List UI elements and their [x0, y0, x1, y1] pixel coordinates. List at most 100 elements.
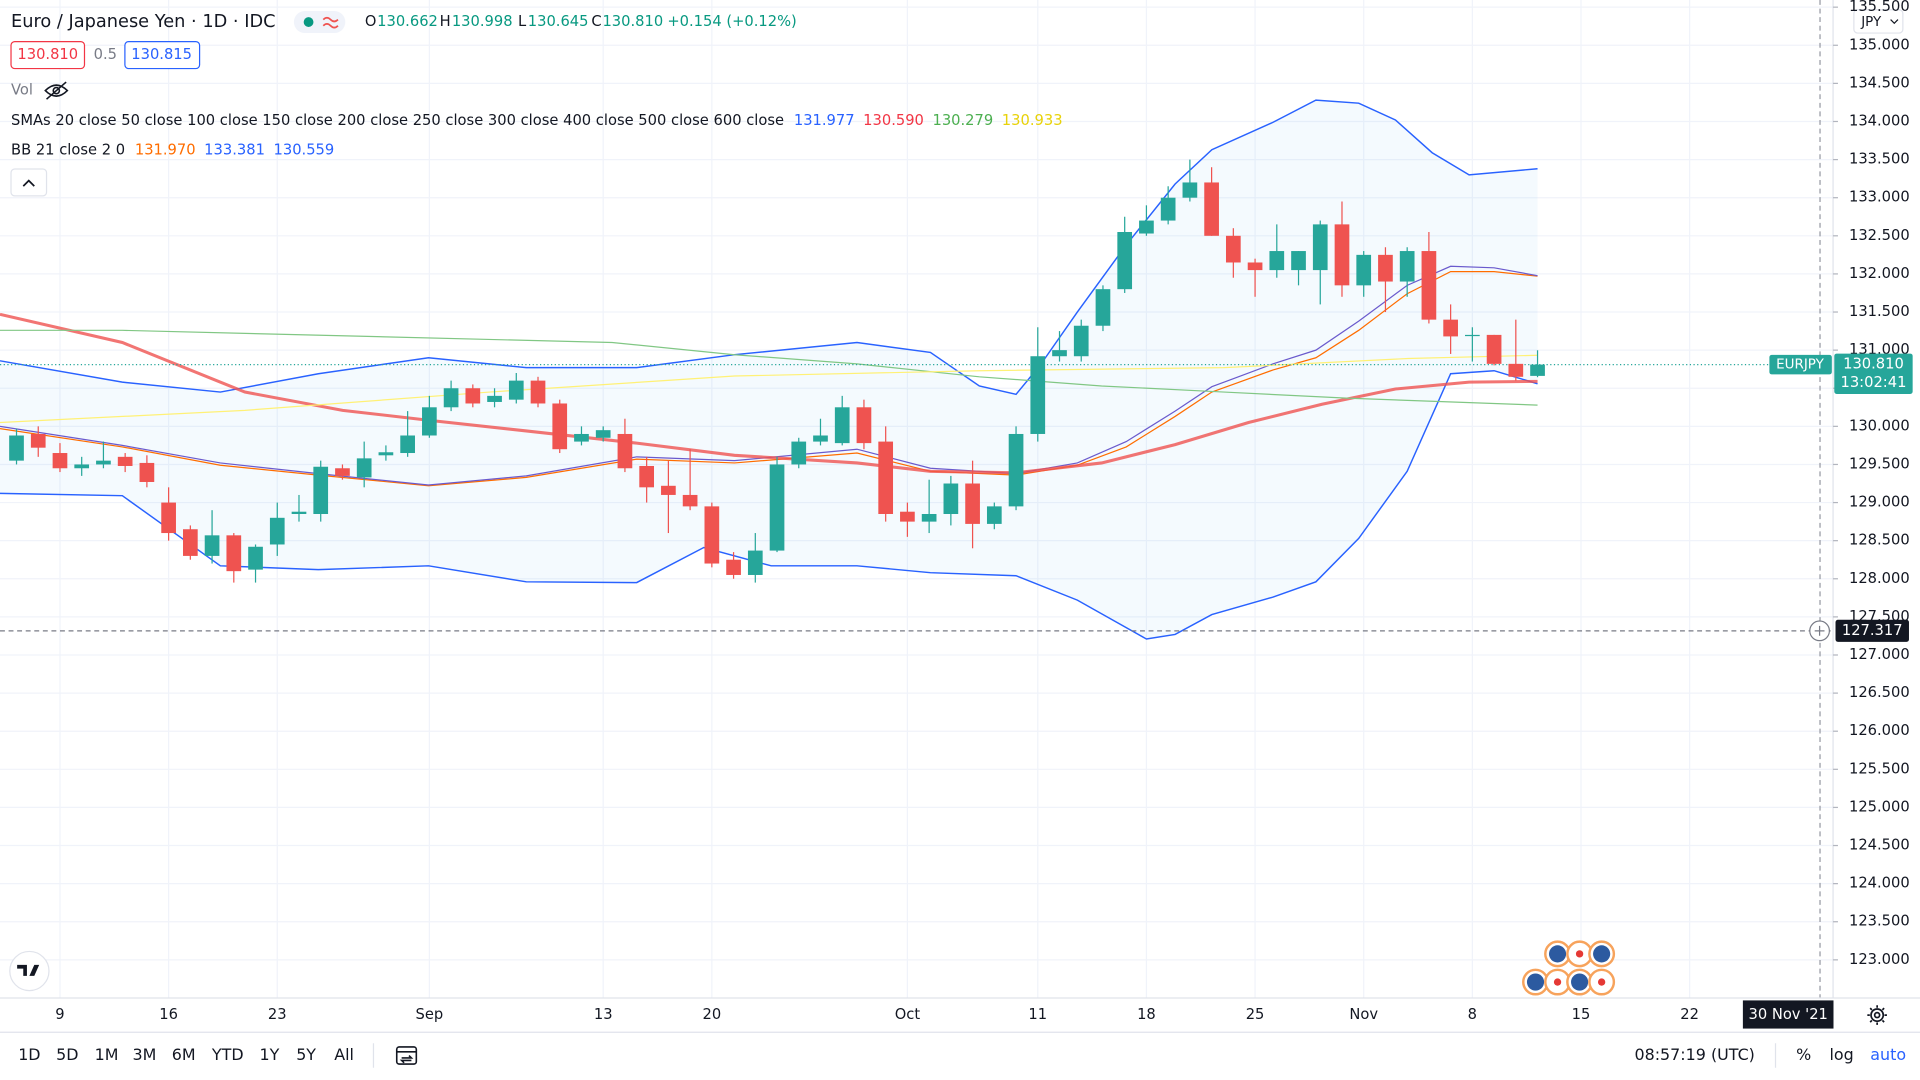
candle-body: [1160, 197, 1176, 221]
x-tick-label: Nov: [1349, 1006, 1378, 1023]
y-tick-label: 126.500: [1849, 684, 1910, 701]
date-range-icon[interactable]: [395, 1046, 418, 1065]
y-tick-label: 130.000: [1849, 417, 1910, 434]
market-open-dot: [303, 17, 314, 27]
symbol-title[interactable]: Euro / Japanese Yen · 1D · IDC: [11, 12, 276, 32]
candle-body: [1073, 325, 1089, 357]
ohlc-value: 130.810: [602, 13, 663, 30]
status-pill[interactable]: [293, 11, 346, 34]
candle-body: [1312, 224, 1328, 271]
y-tick-label: 125.000: [1849, 798, 1910, 815]
candle-body: [1269, 251, 1285, 271]
candle-body: [1465, 334, 1480, 337]
sma-value: 130.590: [863, 112, 924, 129]
candle-body: [747, 550, 763, 575]
candle-body: [986, 506, 1002, 524]
candle-body: [52, 453, 68, 469]
indicator-line: [0, 369, 1538, 640]
range-button[interactable]: 3M: [133, 1045, 157, 1064]
countdown: 13:02:41: [1840, 374, 1906, 391]
crosshair-date: 30 Nov '21: [1748, 1006, 1827, 1023]
collapse-icon: [22, 179, 35, 187]
symbol-box: [1769, 354, 1832, 375]
sma-value: 130.933: [1002, 112, 1063, 129]
candle-body: [726, 559, 741, 575]
x-tick-label: 18: [1137, 1006, 1156, 1023]
range-button[interactable]: 1D: [18, 1045, 40, 1064]
tv-logo-mark: [17, 964, 40, 976]
range-button[interactable]: YTD: [211, 1045, 244, 1064]
crosshair-price: 127.317: [1842, 622, 1903, 639]
candle-body: [204, 535, 220, 556]
delayed-icon: [322, 16, 339, 29]
clock: 08:57:19 (UTC): [1634, 1045, 1754, 1064]
candle-body: [30, 433, 46, 448]
scale-option[interactable]: log: [1830, 1045, 1854, 1064]
bb-value: 133.381: [204, 142, 265, 159]
x-tick-label: Sep: [416, 1006, 444, 1023]
currency-label: JPY: [1860, 15, 1882, 30]
tv-logo[interactable]: [9, 950, 50, 992]
collapse-button[interactable]: [10, 168, 48, 197]
candle-body: [965, 483, 980, 524]
range-button[interactable]: 5D: [56, 1045, 78, 1064]
economic-events[interactable]: [1522, 940, 1616, 996]
candle-body: [1291, 251, 1306, 271]
indicator-line: [0, 354, 1538, 424]
sma-legend[interactable]: SMAs 20 close 50 close 100 close 150 clo…: [11, 112, 784, 129]
y-tick-label: 132.000: [1849, 265, 1910, 282]
range-button[interactable]: 5Y: [296, 1045, 316, 1064]
bb-legend[interactable]: BB 21 close 2 0: [11, 142, 125, 159]
candle-body: [1421, 251, 1437, 320]
x-tick-label: 22: [1680, 1006, 1699, 1023]
candle-body: [269, 517, 285, 545]
candle-body: [813, 435, 828, 442]
candle-body: [465, 388, 481, 404]
scale-option[interactable]: auto: [1870, 1045, 1906, 1064]
sell-price: 130.810: [17, 46, 78, 63]
hidden-eye-icon[interactable]: [44, 81, 69, 100]
candle-body: [1117, 231, 1133, 290]
spread: 0.5: [94, 46, 117, 63]
x-tick-label: 25: [1246, 1006, 1265, 1023]
ohlc-label: C: [591, 13, 601, 30]
y-tick-label: 125.500: [1849, 760, 1910, 777]
range-button[interactable]: 1M: [95, 1045, 119, 1064]
range-button[interactable]: All: [334, 1045, 354, 1064]
candle-body: [552, 403, 568, 450]
candle-body: [878, 441, 894, 514]
candle-body: [1486, 334, 1502, 364]
ohlc-value: 130.662: [377, 13, 438, 30]
range-button[interactable]: 1Y: [259, 1045, 279, 1064]
y-tick-label: 124.500: [1849, 837, 1910, 854]
buy-button[interactable]: [124, 41, 201, 70]
currency-button[interactable]: [1853, 9, 1904, 34]
ohlc-value: 130.645: [528, 13, 589, 30]
x-tick-label: 13: [594, 1006, 613, 1023]
crosshair-price-box: [1835, 619, 1909, 642]
y-tick-label: 128.500: [1849, 532, 1910, 549]
y-tick-label: 135.000: [1849, 36, 1910, 53]
crosshair-plus-icon: [1814, 625, 1825, 636]
candle-body: [1378, 254, 1393, 282]
candle-body: [769, 464, 785, 551]
candle-body: [1530, 364, 1545, 376]
plot-area: [0, 0, 1834, 998]
settings-icon[interactable]: [1867, 1005, 1887, 1025]
candle-body: [9, 435, 24, 461]
candle-body: [943, 483, 959, 514]
scale-option[interactable]: %: [1796, 1045, 1811, 1064]
candle-body: [1204, 182, 1219, 236]
sell-button[interactable]: [10, 41, 86, 70]
range-button[interactable]: 6M: [172, 1045, 196, 1064]
candle-body: [574, 433, 589, 442]
candle-body: [704, 506, 720, 564]
candle-body: [1052, 350, 1067, 357]
y-tick-label: 131.500: [1849, 303, 1910, 320]
x-tick-label: 16: [159, 1006, 178, 1023]
candle-body: [1225, 235, 1241, 263]
y-tick-label: 135.500: [1849, 0, 1910, 15]
candle-body: [921, 513, 937, 522]
